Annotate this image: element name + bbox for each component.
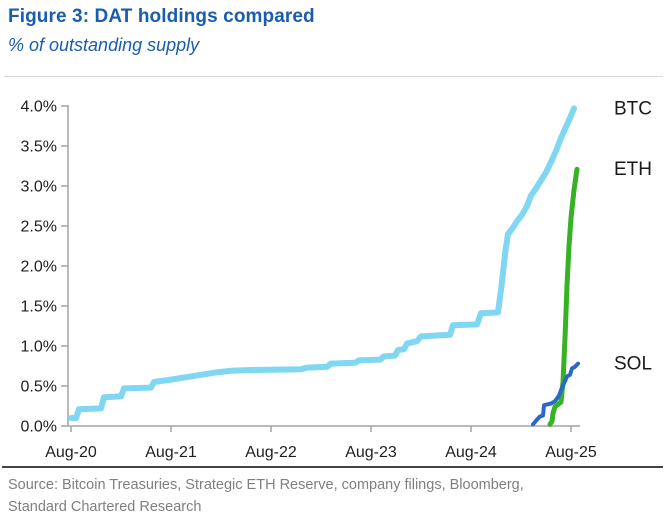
top-divider bbox=[4, 76, 663, 77]
source-line-1: Source: Bitcoin Treasuries, Strategic ET… bbox=[8, 477, 524, 493]
y-tick-label: 3.5% bbox=[21, 139, 57, 156]
y-tick-label: 2.5% bbox=[21, 219, 57, 236]
y-tick-label: 1.0% bbox=[21, 339, 57, 356]
btc-label: BTC bbox=[614, 98, 652, 119]
x-tick-label: Aug-22 bbox=[245, 444, 297, 461]
y-tick-label: 0.5% bbox=[21, 379, 57, 396]
figure-title: Figure 3: DAT holdings compared bbox=[8, 6, 315, 27]
x-tick-label: Aug-21 bbox=[145, 444, 197, 461]
y-tick-label: 4.0% bbox=[21, 99, 57, 116]
x-tick-label: Aug-25 bbox=[545, 444, 597, 461]
sol-label: SOL bbox=[614, 354, 652, 375]
sol-line bbox=[531, 361, 580, 427]
eth-label: ETH bbox=[614, 159, 652, 180]
y-tick-label: 2.0% bbox=[21, 259, 57, 276]
source-note: Source: Bitcoin Treasuries, Strategic ET… bbox=[8, 474, 524, 518]
source-line-2: Standard Chartered Research bbox=[8, 499, 202, 515]
x-tick-label: Aug-23 bbox=[345, 444, 397, 461]
btc-line bbox=[68, 105, 577, 421]
bottom-divider bbox=[2, 466, 663, 468]
y-tick-label: 0.0% bbox=[21, 419, 57, 436]
x-tick-label: Aug-20 bbox=[45, 444, 97, 461]
y-tick-label: 3.0% bbox=[21, 179, 57, 196]
figure-subtitle: % of outstanding supply bbox=[8, 35, 200, 55]
y-tick-label: 1.5% bbox=[21, 299, 57, 316]
x-tick-label: Aug-24 bbox=[445, 444, 497, 461]
